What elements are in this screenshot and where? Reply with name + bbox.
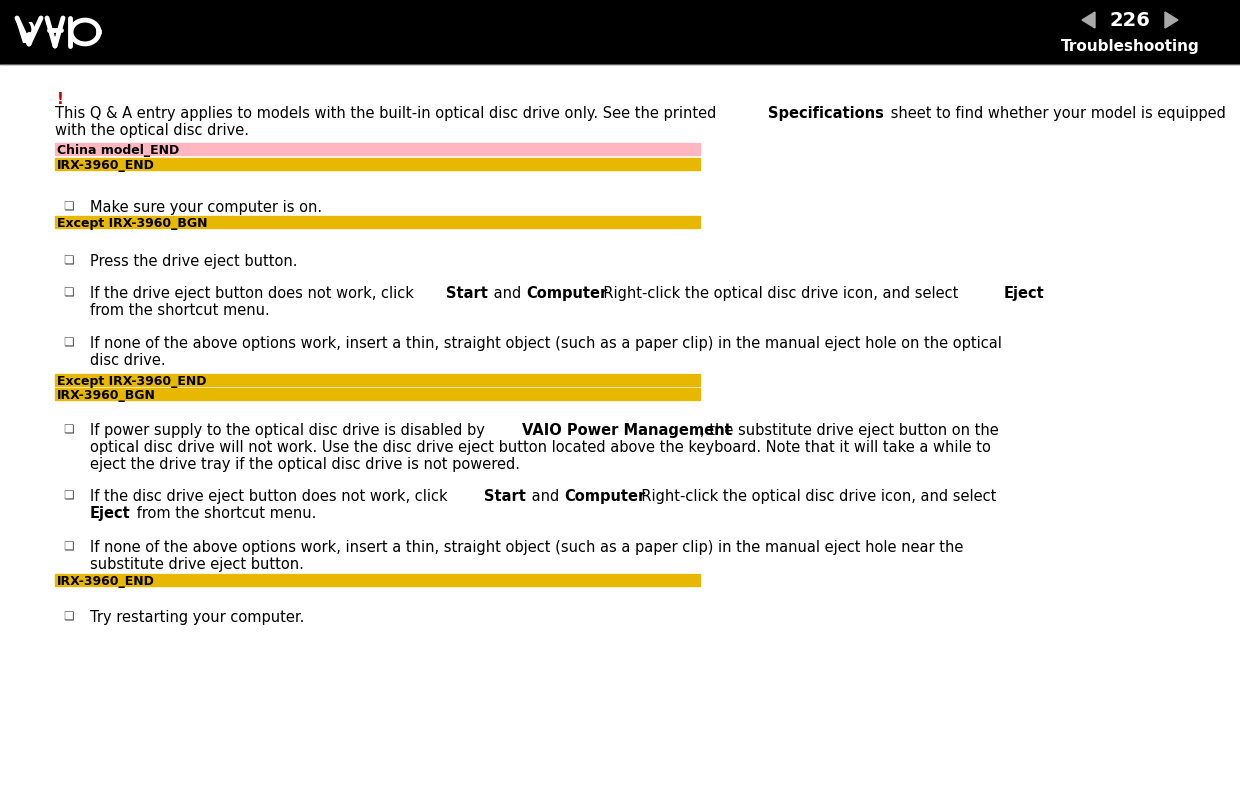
Text: substitute drive eject button.: substitute drive eject button. xyxy=(91,557,304,572)
Text: ❏: ❏ xyxy=(63,489,73,502)
Text: from the shortcut menu.: from the shortcut menu. xyxy=(91,303,270,318)
Bar xyxy=(0,0,1240,64)
Text: . Right-click the optical disc drive icon, and select: . Right-click the optical disc drive ico… xyxy=(632,489,997,504)
Polygon shape xyxy=(1166,12,1178,28)
Text: ❏: ❏ xyxy=(63,610,73,623)
Text: 226: 226 xyxy=(1110,10,1151,30)
Bar xyxy=(55,574,701,586)
Text: Except IRX-3960_END: Except IRX-3960_END xyxy=(57,375,207,388)
Text: ❏: ❏ xyxy=(63,254,73,267)
Text: Eject: Eject xyxy=(1004,286,1044,301)
Text: Computer: Computer xyxy=(527,286,608,301)
Text: Make sure your computer is on.: Make sure your computer is on. xyxy=(91,200,322,215)
Bar xyxy=(55,158,701,170)
Text: sheet to find whether your model is equipped: sheet to find whether your model is equi… xyxy=(887,106,1226,121)
Text: IRX-3960_BGN: IRX-3960_BGN xyxy=(57,389,156,402)
Text: If none of the above options work, insert a thin, straight object (such as a pap: If none of the above options work, inser… xyxy=(91,540,963,555)
Text: ❏: ❏ xyxy=(63,336,73,349)
Text: If none of the above options work, insert a thin, straight object (such as a pap: If none of the above options work, inser… xyxy=(91,336,1002,351)
Bar xyxy=(55,216,701,228)
Text: Specifications: Specifications xyxy=(768,106,884,121)
Text: !: ! xyxy=(57,92,64,107)
Text: Try restarting your computer.: Try restarting your computer. xyxy=(91,610,304,625)
Text: from the shortcut menu.: from the shortcut menu. xyxy=(133,506,316,521)
Text: disc drive.: disc drive. xyxy=(91,353,166,368)
Bar xyxy=(55,388,701,400)
Text: . Right-click the optical disc drive icon, and select: . Right-click the optical disc drive ico… xyxy=(594,286,963,301)
Text: eject the drive tray if the optical disc drive is not powered.: eject the drive tray if the optical disc… xyxy=(91,457,520,472)
Bar xyxy=(55,143,701,155)
Text: Troubleshooting: Troubleshooting xyxy=(1060,39,1199,53)
Text: and: and xyxy=(527,489,563,504)
Text: and: and xyxy=(489,286,526,301)
Text: ν: ν xyxy=(15,13,37,51)
Text: China model_END: China model_END xyxy=(57,144,180,157)
Text: IRX-3960_END: IRX-3960_END xyxy=(57,575,155,588)
Text: IRX-3960_END: IRX-3960_END xyxy=(57,159,155,172)
Text: ❏: ❏ xyxy=(63,286,73,299)
Text: If power supply to the optical disc drive is disabled by: If power supply to the optical disc driv… xyxy=(91,423,490,438)
Text: Start: Start xyxy=(485,489,526,504)
Text: Except IRX-3960_BGN: Except IRX-3960_BGN xyxy=(57,217,207,230)
Bar xyxy=(55,374,701,386)
Text: , the substitute drive eject button on the: , the substitute drive eject button on t… xyxy=(699,423,998,438)
Polygon shape xyxy=(1083,12,1095,28)
Text: Press the drive eject button.: Press the drive eject button. xyxy=(91,254,298,269)
Text: ❏: ❏ xyxy=(63,423,73,436)
Text: with the optical disc drive.: with the optical disc drive. xyxy=(55,123,249,138)
Text: This Q & A entry applies to models with the built-in optical disc drive only. Se: This Q & A entry applies to models with … xyxy=(55,106,720,121)
Text: If the disc drive eject button does not work, click: If the disc drive eject button does not … xyxy=(91,489,453,504)
Text: Eject: Eject xyxy=(91,506,130,521)
Text: Start: Start xyxy=(446,286,489,301)
Text: Computer: Computer xyxy=(564,489,646,504)
Text: VAIO Power Management: VAIO Power Management xyxy=(522,423,732,438)
Text: ❏: ❏ xyxy=(63,200,73,213)
Text: If the drive eject button does not work, click: If the drive eject button does not work,… xyxy=(91,286,419,301)
Text: ❏: ❏ xyxy=(63,540,73,553)
Text: optical disc drive will not work. Use the disc drive eject button located above : optical disc drive will not work. Use th… xyxy=(91,440,991,455)
